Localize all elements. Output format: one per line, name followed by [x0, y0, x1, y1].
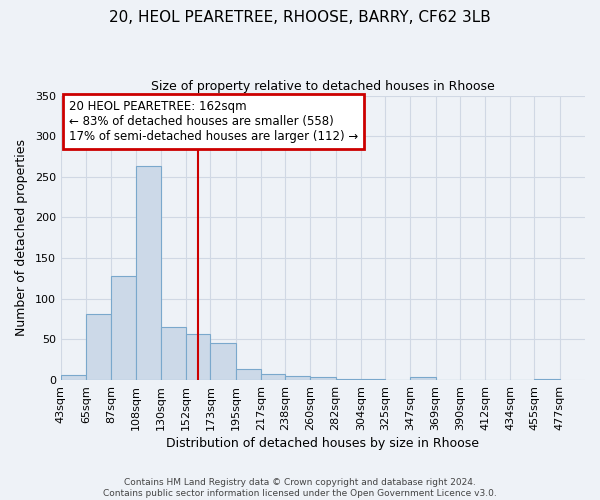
Text: Contains HM Land Registry data © Crown copyright and database right 2024.
Contai: Contains HM Land Registry data © Crown c… — [103, 478, 497, 498]
Bar — [161, 327, 186, 380]
Title: Size of property relative to detached houses in Rhoose: Size of property relative to detached ho… — [151, 80, 495, 93]
Bar — [136, 166, 161, 380]
Y-axis label: Number of detached properties: Number of detached properties — [15, 140, 28, 336]
X-axis label: Distribution of detached houses by size in Rhoose: Distribution of detached houses by size … — [166, 437, 479, 450]
Text: 20 HEOL PEARETREE: 162sqm
← 83% of detached houses are smaller (558)
17% of semi: 20 HEOL PEARETREE: 162sqm ← 83% of detac… — [69, 100, 358, 143]
Bar — [410, 377, 436, 380]
Bar — [261, 374, 285, 380]
Bar — [310, 377, 335, 380]
Bar — [186, 334, 211, 380]
Bar — [112, 276, 136, 380]
Bar — [86, 314, 112, 380]
Bar — [285, 376, 310, 380]
Bar — [236, 368, 261, 380]
Bar — [211, 344, 236, 380]
Bar — [61, 375, 86, 380]
Text: 20, HEOL PEARETREE, RHOOSE, BARRY, CF62 3LB: 20, HEOL PEARETREE, RHOOSE, BARRY, CF62 … — [109, 10, 491, 25]
